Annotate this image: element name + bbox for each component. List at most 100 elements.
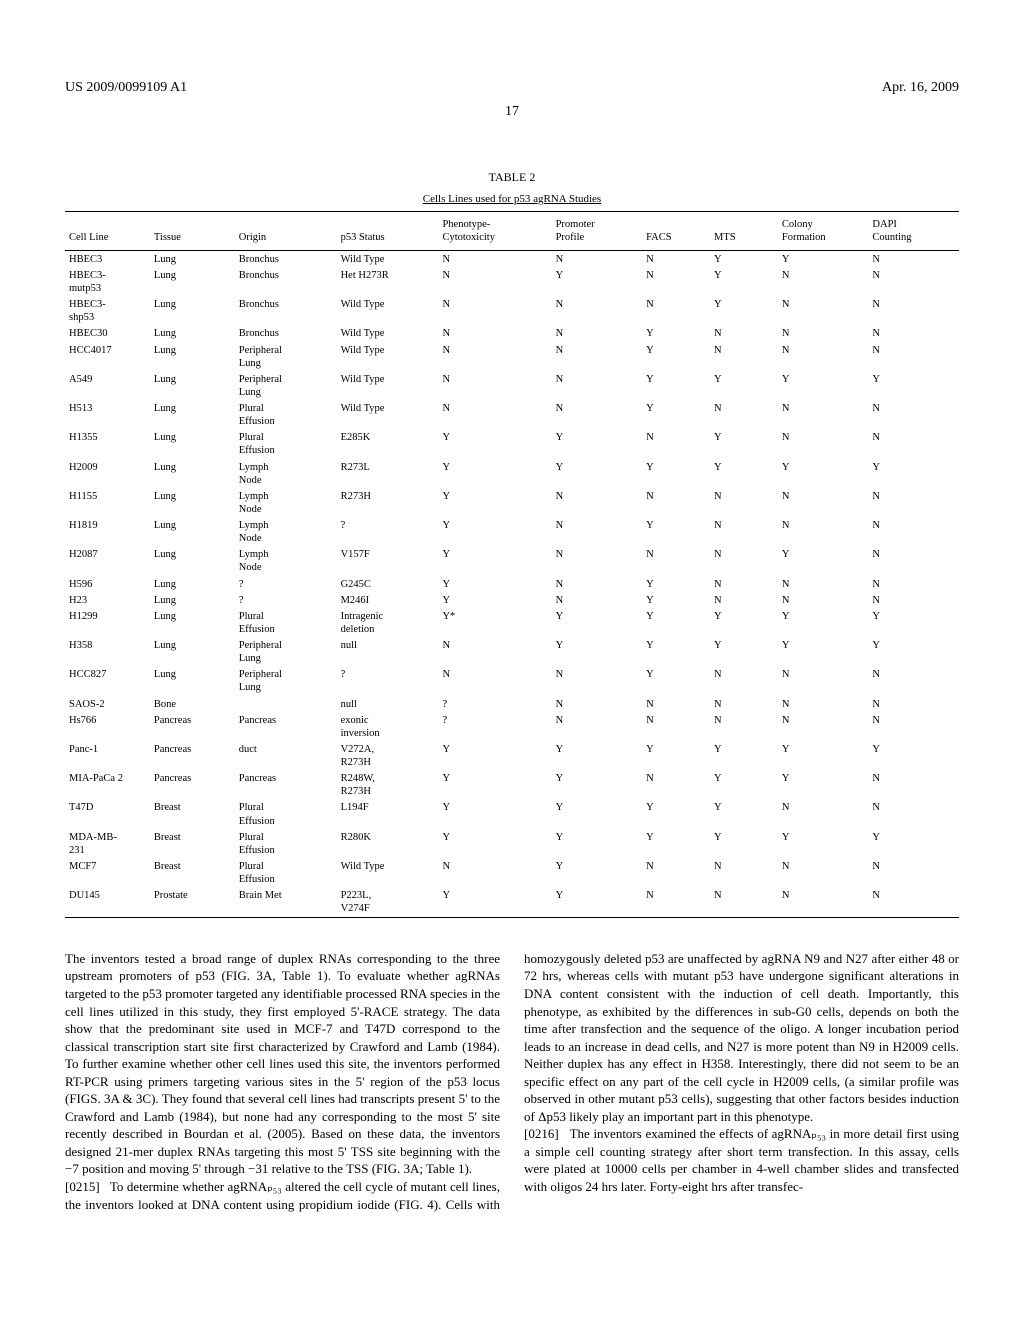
- table-cell: Y: [868, 741, 959, 770]
- table-cell: Hs766: [65, 712, 150, 741]
- table-cell: N: [552, 576, 643, 592]
- table-cell: Wild Type: [337, 401, 439, 430]
- table-cell: N: [868, 592, 959, 608]
- table-row: HBEC30LungBronchusWild TypeNNYNNN: [65, 326, 959, 342]
- table-cell: Y: [642, 638, 710, 667]
- table-cell: Y: [868, 459, 959, 488]
- table-cell: Lung: [150, 576, 235, 592]
- table-column-header: FACS: [642, 212, 710, 251]
- table-cell: [235, 696, 337, 712]
- table-cell: Lung: [150, 488, 235, 517]
- table-cell: Y: [778, 741, 869, 770]
- table-row: H1819LungLymphNode?YNYNNN: [65, 518, 959, 547]
- table-cell: Y: [438, 459, 551, 488]
- table-cell: N: [778, 430, 869, 459]
- table-cell: H2087: [65, 547, 150, 576]
- table-cell: Y: [710, 608, 778, 637]
- table-cell: Y: [552, 267, 643, 296]
- table-cell: PluralEffusion: [235, 430, 337, 459]
- table-cell: Y: [438, 888, 551, 918]
- para-number: [0216]: [524, 1126, 559, 1141]
- table-cell: M246I: [337, 592, 439, 608]
- table-cell: Y: [552, 608, 643, 637]
- table-cell: Intragenicdeletion: [337, 608, 439, 637]
- table-cell: Y: [778, 638, 869, 667]
- table-row: H2087LungLymphNodeV157FYNNNYN: [65, 547, 959, 576]
- table-cell: N: [868, 342, 959, 371]
- table-cell: N: [778, 712, 869, 741]
- table-cell: H1355: [65, 430, 150, 459]
- table-cell: N: [710, 326, 778, 342]
- table-cell: Y: [438, 829, 551, 858]
- table-cell: Y: [642, 800, 710, 829]
- table-cell: ?: [235, 592, 337, 608]
- table-cell: N: [868, 547, 959, 576]
- table-cell: N: [868, 576, 959, 592]
- table-cell: N: [778, 488, 869, 517]
- pub-number: US 2009/0099109 A1: [65, 80, 187, 96]
- table-cell: L194F: [337, 800, 439, 829]
- table-cell: Y: [438, 518, 551, 547]
- table-cell: T47D: [65, 800, 150, 829]
- table-cell: N: [778, 696, 869, 712]
- table-cell: Y: [642, 371, 710, 400]
- table-cell: R280K: [337, 829, 439, 858]
- table-cell: N: [552, 667, 643, 696]
- table-cell: N: [778, 401, 869, 430]
- table-cell: N: [552, 297, 643, 326]
- table-cell: N: [642, 297, 710, 326]
- pub-date: Apr. 16, 2009: [882, 80, 959, 96]
- table-cell: N: [438, 667, 551, 696]
- table-cell: N: [868, 696, 959, 712]
- table-cell: H2009: [65, 459, 150, 488]
- table-cell: Y: [642, 829, 710, 858]
- table-cell: Y: [778, 251, 869, 268]
- table-cell: Y: [778, 459, 869, 488]
- table-row: SAOS-2Bonenull?NNNNN: [65, 696, 959, 712]
- table-cell: N: [642, 712, 710, 741]
- table-cell: Y: [868, 371, 959, 400]
- table-column-header: p53 Status: [337, 212, 439, 251]
- table-cell: Bronchus: [235, 326, 337, 342]
- table-cell: LymphNode: [235, 459, 337, 488]
- table-cell: V157F: [337, 547, 439, 576]
- table-cell: N: [552, 696, 643, 712]
- table-cell: exonicinversion: [337, 712, 439, 741]
- table-cell: R273L: [337, 459, 439, 488]
- table-cell: Breast: [150, 800, 235, 829]
- table-cell: Wild Type: [337, 326, 439, 342]
- data-table: Cell LineTissueOriginp53 StatusPhenotype…: [65, 211, 959, 918]
- table-cell: Y: [438, 592, 551, 608]
- table-cell: null: [337, 638, 439, 667]
- table-cell: N: [710, 518, 778, 547]
- table-cell: Lung: [150, 267, 235, 296]
- table-cell: N: [438, 858, 551, 887]
- table-cell: PeripheralLung: [235, 342, 337, 371]
- table-cell: G245C: [337, 576, 439, 592]
- table-cell: N: [438, 638, 551, 667]
- table-cell: Y: [778, 829, 869, 858]
- para-number: [0215]: [65, 1179, 100, 1194]
- table-cell: N: [642, 430, 710, 459]
- table-cell: ?: [438, 712, 551, 741]
- table-column-header: MTS: [710, 212, 778, 251]
- table-cell: H513: [65, 401, 150, 430]
- table-cell: PeripheralLung: [235, 371, 337, 400]
- table-cell: null: [337, 696, 439, 712]
- table-cell: N: [710, 342, 778, 371]
- table-cell: N: [868, 326, 959, 342]
- table-cell: N: [438, 342, 551, 371]
- table-cell: Wild Type: [337, 858, 439, 887]
- table-cell: N: [778, 326, 869, 342]
- table-cell: N: [710, 488, 778, 517]
- table-cell: N: [868, 488, 959, 517]
- table-cell: Panc-1: [65, 741, 150, 770]
- table-cell: PeripheralLung: [235, 667, 337, 696]
- table-cell: N: [778, 888, 869, 918]
- table-row: H596Lung?G245CYNYNNN: [65, 576, 959, 592]
- table-cell: Lung: [150, 251, 235, 268]
- table-row: H1299LungPluralEffusionIntragenicdeletio…: [65, 608, 959, 637]
- table-cell: N: [778, 576, 869, 592]
- table-cell: H1819: [65, 518, 150, 547]
- table-cell: Lung: [150, 430, 235, 459]
